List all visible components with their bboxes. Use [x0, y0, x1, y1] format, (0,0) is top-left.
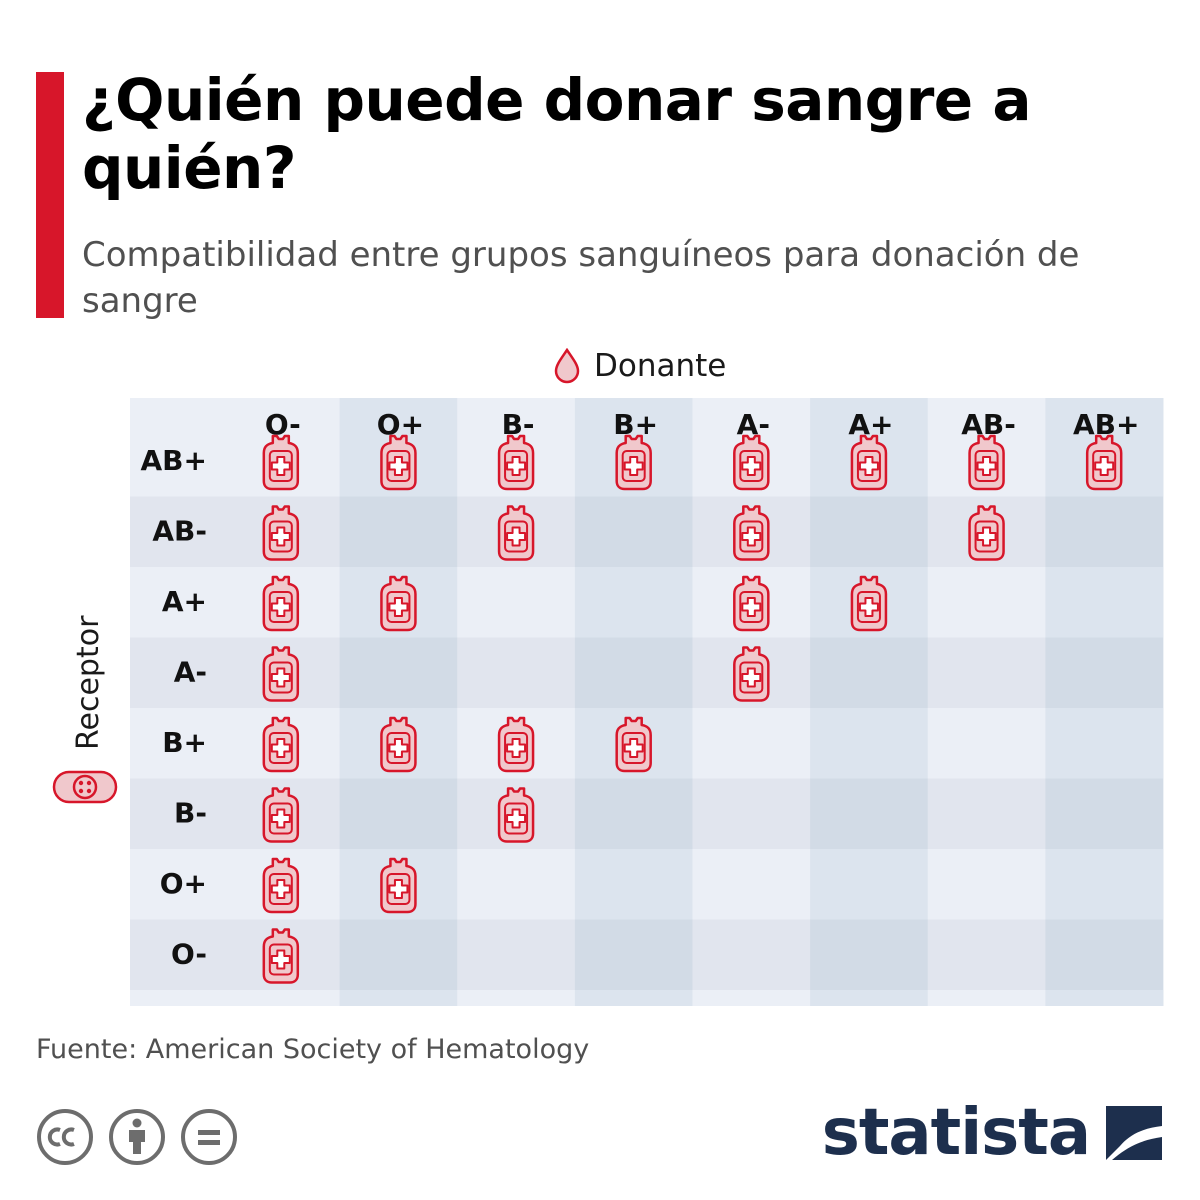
receptor-legend: Receptor [40, 600, 130, 810]
column-band [810, 398, 929, 1006]
donor-header: A+ [848, 408, 893, 441]
blood-bag-icon [262, 857, 300, 914]
blood-bag-icon [262, 646, 300, 702]
blood-bag-icon [733, 505, 770, 561]
receptor-label: AB+ [141, 444, 207, 477]
blood-bag-icon [262, 505, 300, 561]
donor-header: AB+ [1073, 408, 1139, 441]
receptor-label: O- [171, 938, 207, 971]
blood-drop-icon [554, 348, 580, 384]
donor-header: B- [502, 408, 535, 441]
column-band [1045, 398, 1164, 1006]
blood-bag-icon [615, 716, 652, 773]
column-band [927, 398, 1046, 1006]
donor-legend: Donante [552, 344, 726, 388]
receptor-label: AB- [152, 515, 207, 548]
column-band [457, 398, 576, 1006]
blood-bag-icon [497, 716, 535, 773]
blood-cell-icon [52, 770, 118, 804]
row-band [130, 919, 1163, 990]
blood-bag-icon [1085, 434, 1123, 491]
receptor-label: B- [174, 797, 207, 830]
accent-bar [36, 72, 64, 318]
source-note: Fuente: American Society of Hematology [36, 1034, 590, 1065]
blood-bag-icon [850, 575, 888, 632]
blood-bag-icon [262, 434, 300, 491]
blood-bag-icon [497, 505, 535, 561]
license-icons [36, 1108, 238, 1166]
receptor-label: A- [174, 656, 207, 689]
blood-bag-icon [733, 575, 770, 632]
blood-bag-icon [262, 928, 300, 984]
attribution-icon[interactable] [108, 1108, 166, 1166]
brand-wordmark: statista [821, 1096, 1091, 1170]
blood-bag-icon [968, 434, 1005, 491]
receptor-label: B+ [162, 726, 207, 759]
blood-bag-icon [615, 434, 652, 491]
statista-mark-icon [1106, 1106, 1162, 1160]
blood-bag-icon [262, 575, 300, 632]
blood-bag-icon [968, 505, 1005, 561]
donor-header: AB- [961, 408, 1016, 441]
row-band [130, 637, 1163, 708]
receptor-label: O+ [160, 867, 207, 900]
blood-bag-icon [497, 434, 535, 491]
column-band [692, 398, 811, 1006]
blood-bag-icon [380, 716, 417, 773]
donor-header: A- [737, 408, 770, 441]
column-band [574, 398, 693, 1006]
blood-bag-icon [733, 646, 770, 702]
receptor-legend-label: Receptor [71, 615, 106, 750]
blood-bag-icon [850, 434, 888, 491]
row-label-band [130, 398, 222, 1006]
donor-legend-label: Donante [594, 348, 727, 384]
creative-commons-icon[interactable] [36, 1108, 94, 1166]
page-subtitle: Compatibilidad entre grupos sanguíneos p… [82, 235, 1080, 321]
blood-bag-icon [380, 857, 417, 914]
receptor-label: A+ [162, 585, 207, 618]
page-title: ¿Quién puede donar sangre a quién? [82, 66, 1031, 202]
blood-bag-icon [380, 434, 417, 491]
donor-header: B+ [613, 408, 658, 441]
blood-bag-icon [497, 787, 535, 843]
blood-bag-icon [262, 787, 300, 843]
blood-bag-icon [380, 575, 417, 632]
no-derivatives-icon[interactable] [180, 1108, 238, 1166]
donor-header: O+ [377, 408, 424, 441]
statista-logo[interactable]: statista [822, 1096, 1164, 1170]
blood-bag-icon [262, 716, 300, 773]
blood-bag-icon [733, 434, 770, 491]
donor-header: O- [265, 408, 301, 441]
row-band [130, 778, 1163, 849]
